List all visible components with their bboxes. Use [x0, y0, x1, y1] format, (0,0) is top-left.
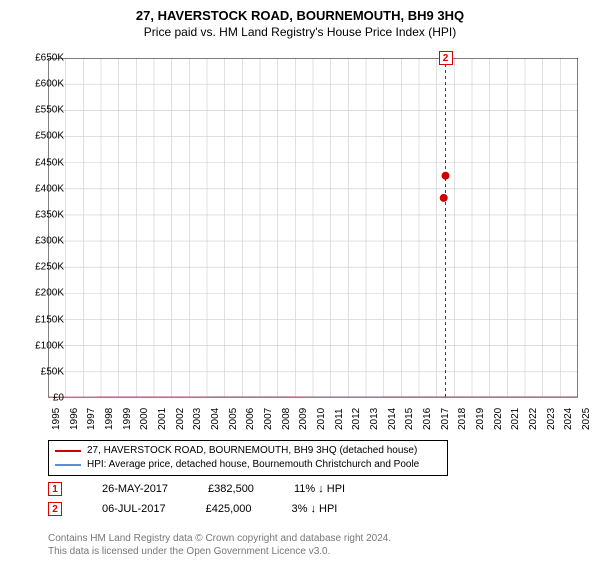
x-tick-label: 2004: [210, 408, 221, 430]
y-tick-label: £600K: [35, 79, 64, 90]
legend-item-price-paid: 27, HAVERSTOCK ROAD, BOURNEMOUTH, BH9 3H…: [55, 444, 441, 458]
x-tick-label: 2003: [192, 408, 203, 430]
attribution: Contains HM Land Registry data © Crown c…: [48, 532, 568, 558]
x-tick-label: 1998: [104, 408, 115, 430]
legend: 27, HAVERSTOCK ROAD, BOURNEMOUTH, BH9 3H…: [48, 440, 448, 476]
x-tick-label: 2006: [245, 408, 256, 430]
sale-marker-2: 2: [48, 502, 62, 516]
chart-area: [48, 58, 578, 398]
x-tick-label: 2019: [475, 408, 486, 430]
x-tick-label: 2001: [157, 408, 168, 430]
sale-date-1: 26-MAY-2017: [102, 483, 168, 495]
y-tick-label: £200K: [35, 288, 64, 299]
y-tick-label: £450K: [35, 157, 64, 168]
x-tick-label: 2015: [404, 408, 415, 430]
y-tick-label: £400K: [35, 183, 64, 194]
attribution-line-1: Contains HM Land Registry data © Crown c…: [48, 532, 568, 545]
legend-item-hpi: HPI: Average price, detached house, Bour…: [55, 458, 441, 472]
x-tick-label: 2025: [581, 408, 592, 430]
y-tick-label: £500K: [35, 131, 64, 142]
legend-label-price-paid: 27, HAVERSTOCK ROAD, BOURNEMOUTH, BH9 3H…: [87, 444, 417, 458]
x-tick-label: 2000: [139, 408, 150, 430]
sales-table: 1 26-MAY-2017 £382,500 11% ↓ HPI 2 06-JU…: [48, 482, 568, 522]
x-tick-label: 2014: [387, 408, 398, 430]
sale-price-2: £425,000: [206, 503, 252, 515]
x-tick-label: 2002: [175, 408, 186, 430]
sale-date-2: 06-JUL-2017: [102, 503, 166, 515]
y-tick-label: £250K: [35, 262, 64, 273]
legend-swatch-price-paid: [55, 450, 81, 452]
x-tick-label: 2010: [316, 408, 327, 430]
chart-annotation-marker: 2: [439, 51, 453, 65]
chart-container: 27, HAVERSTOCK ROAD, BOURNEMOUTH, BH9 3H…: [0, 8, 600, 568]
x-tick-label: 2009: [298, 408, 309, 430]
sale-pct-2: 3% ↓ HPI: [291, 503, 337, 515]
chart-subtitle: Price paid vs. HM Land Registry's House …: [0, 25, 600, 39]
x-tick-label: 2018: [457, 408, 468, 430]
x-tick-label: 2005: [228, 408, 239, 430]
x-tick-label: 2024: [563, 408, 574, 430]
x-tick-label: 2020: [493, 408, 504, 430]
sale-marker-1: 1: [48, 482, 62, 496]
legend-label-hpi: HPI: Average price, detached house, Bour…: [87, 458, 419, 472]
y-tick-label: £650K: [35, 53, 64, 64]
x-tick-label: 2011: [334, 408, 345, 430]
y-tick-label: £300K: [35, 236, 64, 247]
x-tick-label: 1999: [122, 408, 133, 430]
y-tick-label: £550K: [35, 105, 64, 116]
legend-swatch-hpi: [55, 464, 81, 466]
sale-price-1: £382,500: [208, 483, 254, 495]
x-tick-label: 1995: [51, 408, 62, 430]
y-tick-label: £100K: [35, 340, 64, 351]
x-tick-label: 2023: [546, 408, 557, 430]
y-tick-label: £0: [53, 393, 64, 404]
chart-plot: [48, 58, 578, 398]
attribution-line-2: This data is licensed under the Open Gov…: [48, 545, 568, 558]
x-tick-label: 2022: [528, 408, 539, 430]
x-tick-label: 1996: [69, 408, 80, 430]
y-tick-label: £50K: [41, 366, 64, 377]
chart-title: 27, HAVERSTOCK ROAD, BOURNEMOUTH, BH9 3H…: [0, 8, 600, 23]
x-tick-label: 1997: [86, 408, 97, 430]
sale-row-1: 1 26-MAY-2017 £382,500 11% ↓ HPI: [48, 482, 568, 496]
y-tick-label: £150K: [35, 314, 64, 325]
x-tick-label: 2012: [351, 408, 362, 430]
x-tick-label: 2013: [369, 408, 380, 430]
sale-pct-1: 11% ↓ HPI: [294, 483, 345, 495]
x-tick-label: 2017: [440, 408, 451, 430]
x-tick-label: 2016: [422, 408, 433, 430]
x-tick-label: 2008: [281, 408, 292, 430]
y-tick-label: £350K: [35, 209, 64, 220]
sale-row-2: 2 06-JUL-2017 £425,000 3% ↓ HPI: [48, 502, 568, 516]
x-tick-label: 2007: [263, 408, 274, 430]
x-tick-label: 2021: [510, 408, 521, 430]
